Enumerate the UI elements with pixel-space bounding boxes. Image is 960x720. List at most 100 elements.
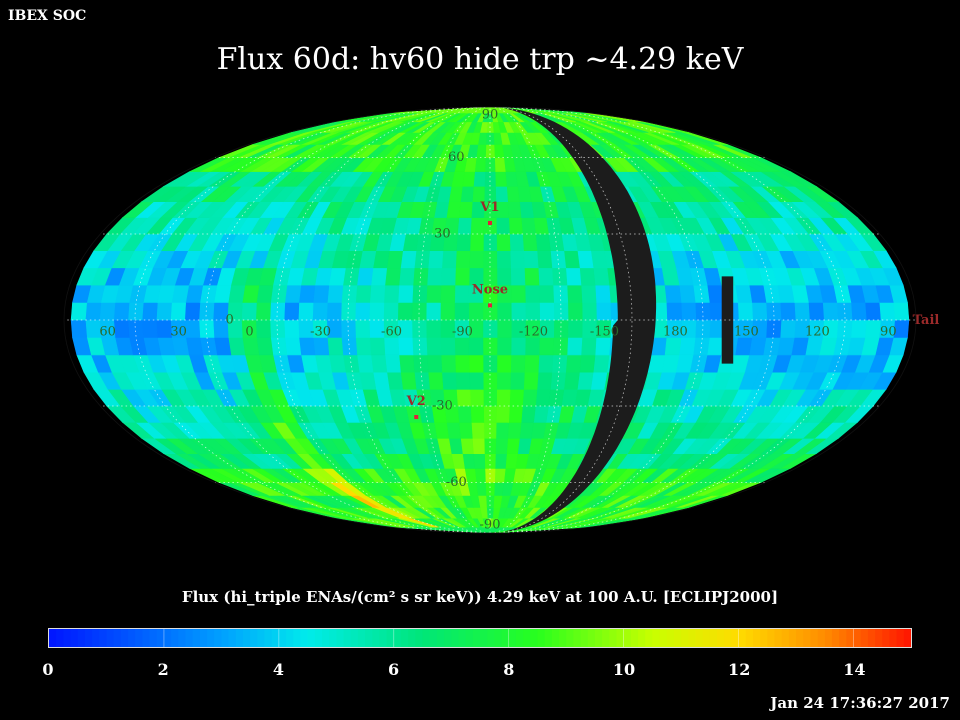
flux-pixel [678,284,696,303]
flux-pixel [473,171,486,187]
flux-pixel [510,267,526,286]
longitude-label: 120 [805,324,830,339]
flux-pixel [495,405,510,423]
flux-pixel [495,437,509,455]
colorbar-segment [630,629,639,647]
marker-nose-label: Nose [472,282,508,297]
flux-pixel [524,284,540,303]
flux-pixel [440,284,456,303]
colorbar-segment [867,629,876,647]
colorbar [48,628,912,648]
colorbar-segment [752,629,761,647]
longitude-label: 150 [734,324,759,339]
flux-pixel [494,468,506,483]
flux-pixel [494,453,507,469]
flux-pixel [457,217,472,235]
flux-pixel [341,284,358,303]
latitude-label: 30 [434,226,451,241]
colorbar-tick-label: 8 [503,660,515,679]
colorbar-segment [831,629,840,647]
flux-pixel [341,337,358,356]
flux-pixel [426,354,443,373]
colorbar-segment [508,629,517,647]
flux-pixel [520,217,536,235]
colorbar-segment [551,629,560,647]
flux-pixel [878,302,896,321]
flux-pixel [509,371,525,390]
flux-pixel [468,354,484,373]
longitude-line [205,107,491,533]
flux-pixel [517,437,532,455]
flux-pixel [496,388,511,407]
flux-pixel [141,319,158,338]
colorbar-segment [264,629,273,647]
flux-pixel [678,337,696,356]
colorbar-segment [235,629,244,647]
longitude-label: 180 [663,324,688,339]
flux-pixel [425,302,441,321]
colorbar-segment [393,629,402,647]
latitude-label: -60 [446,475,467,490]
flux-pixel [565,354,582,373]
longitude-label: 30 [170,324,187,339]
colorbar-segment [343,629,352,647]
flux-pixel [469,388,484,407]
flux-pixel [506,186,520,202]
longitude-label: -60 [381,324,402,339]
flux-pixel [468,337,484,356]
flux-pixel [384,354,401,373]
flux-pixel [551,267,568,286]
colorbar-segment [645,629,653,647]
flux-pixel [808,302,825,321]
flux-pixel [664,337,682,356]
flux-pixel [496,354,512,373]
flux-pixel [580,284,597,303]
colorbar-tick-label: 10 [612,660,636,679]
flux-pixel [535,233,551,251]
colorbar-segment [293,629,301,647]
flux-pixel [398,354,415,373]
flux-pixel [256,337,274,356]
flux-pixel [793,302,810,321]
colorbar-segment [228,629,237,647]
colorbar-segment [278,629,287,647]
flux-pixel [507,422,522,439]
flux-pixel [581,302,597,321]
colorbar-segment [487,629,495,647]
colorbar-segment [56,629,64,647]
colorbar-segment [300,629,309,647]
colorbar-segment [207,629,215,647]
longitude-line [489,107,704,533]
flux-pixel [284,337,302,356]
colorbar-segment [408,629,416,647]
flux-pixel [822,302,839,321]
flux-pixel [474,468,486,483]
colorbar-segment [731,629,740,647]
colorbar-segment [185,629,194,647]
flux-pixel [522,388,538,407]
colorbar-segment [853,629,862,647]
flux-pixel [155,319,172,338]
flux-pixel [510,337,526,356]
flux-pixel [496,319,512,338]
colorbar-tick-label: 4 [272,660,284,679]
colorbar-segment [796,629,804,647]
flux-pixel [270,337,288,356]
flux-pixel [354,302,371,321]
flux-pixel [517,186,532,202]
flux-pixel [485,144,495,158]
colorbar-segment [767,629,776,647]
colorbar-segment [788,629,797,647]
longitude-label: -150 [590,324,619,339]
flux-pixel [509,233,524,251]
graticule-labels: 90 60 30 0 -30 -60 -90 60 30 0 -30 -60 -90 -120 -150 18… [99,108,896,533]
colorbar-segment [616,629,625,647]
marker-v2-dot [414,415,419,420]
flux-pixel [520,405,536,423]
colorbar-segment [695,629,704,647]
flux-pixel [469,233,484,251]
flux-pixel [355,337,372,356]
longitude-line [489,107,562,533]
flux-pixel [892,302,910,321]
colorbar-segment [250,629,258,647]
